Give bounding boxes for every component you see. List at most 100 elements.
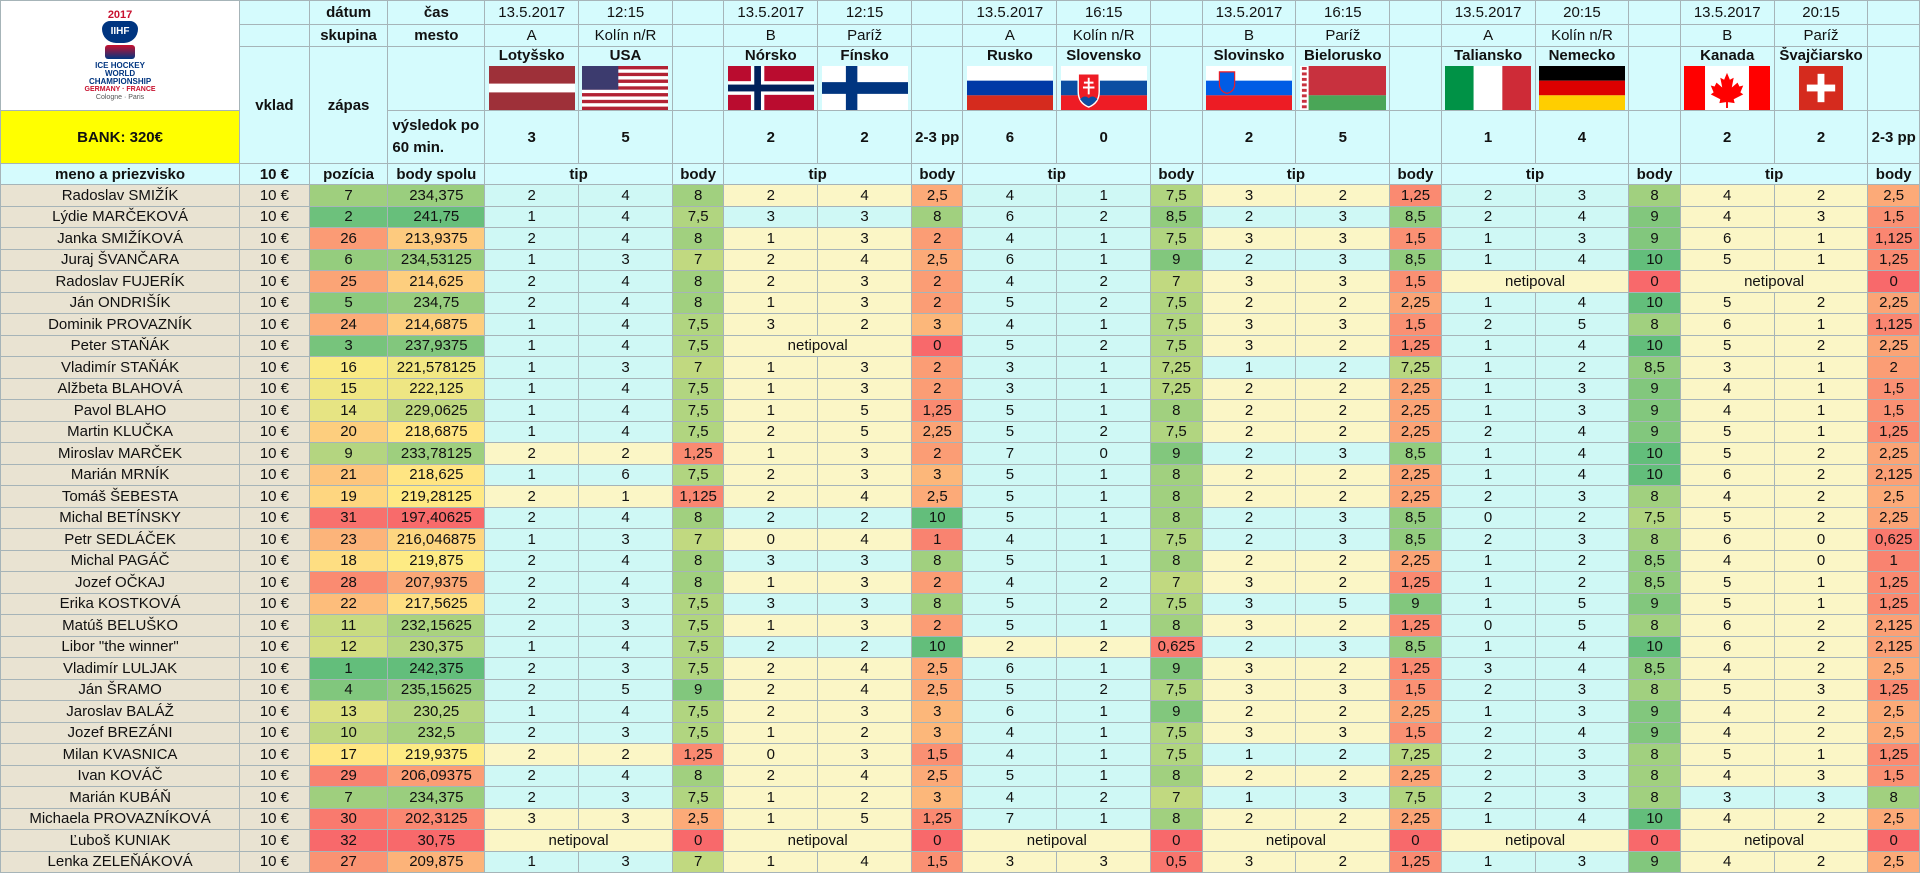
tip-team2[interactable]: 2 xyxy=(1773,614,1869,637)
match-city[interactable]: Kolín n/R xyxy=(1534,24,1630,47)
tip-team1[interactable]: 4 xyxy=(1679,807,1775,830)
tip-points[interactable]: 8,5 xyxy=(1389,442,1442,465)
tip-points[interactable]: 2,5 xyxy=(1867,657,1920,680)
tip-team1[interactable]: 5 xyxy=(1679,420,1775,443)
tip-team2[interactable]: 1 xyxy=(1773,592,1869,615)
player-total[interactable]: 209,875 xyxy=(387,850,486,873)
tip-team1[interactable]: 3 xyxy=(1201,850,1297,873)
tip-points[interactable]: 7,5 xyxy=(1389,786,1442,809)
tip-team1[interactable]: 2 xyxy=(723,700,819,723)
tip-team1[interactable]: 1 xyxy=(484,528,580,551)
tip-team2[interactable]: 3 xyxy=(1534,764,1630,787)
vklad-amount-label[interactable]: 10 € xyxy=(239,163,310,185)
tip-team2[interactable]: 3 xyxy=(817,270,913,293)
tip-team2[interactable]: 3 xyxy=(1295,678,1391,701)
tip-team2[interactable]: 3 xyxy=(1295,270,1391,293)
tip-team2[interactable]: 2 xyxy=(1773,184,1869,207)
tip-team2[interactable]: 5 xyxy=(1534,313,1630,336)
tip-team1[interactable]: 6 xyxy=(962,657,1058,680)
tip-team2[interactable]: 3 xyxy=(1534,850,1630,873)
tip-team1[interactable]: 5 xyxy=(962,592,1058,615)
blank-cell[interactable] xyxy=(387,46,486,111)
player-name[interactable]: Lenka ZELEŇÁKOVÁ xyxy=(0,850,241,873)
tip-team2[interactable]: 3 xyxy=(1534,743,1630,766)
tip-team2[interactable]: 1 xyxy=(1773,377,1869,400)
tip-team2[interactable]: 4 xyxy=(578,377,673,400)
tip-team1[interactable]: 2 xyxy=(1201,420,1297,443)
match-city[interactable]: Paríž xyxy=(1773,24,1869,47)
team2-cell[interactable]: Nemecko xyxy=(1534,46,1630,111)
tip-points[interactable]: 7,5 xyxy=(1150,334,1203,357)
tip-points[interactable]: 10 xyxy=(1628,248,1681,271)
tip-team2[interactable]: 2 xyxy=(1773,807,1869,830)
player-name[interactable]: Pavol BLAHO xyxy=(0,399,241,422)
body-label[interactable]: body xyxy=(1150,163,1203,185)
tip-points[interactable]: 8 xyxy=(1628,184,1681,207)
player-name[interactable]: Juraj ŠVANČARA xyxy=(0,248,241,271)
tip-points[interactable]: 8 xyxy=(671,184,725,207)
tip-team1[interactable]: 2 xyxy=(484,786,580,809)
score-team1[interactable]: 2 xyxy=(1679,110,1775,164)
score-team1[interactable]: 3 xyxy=(484,110,580,164)
player-vklad[interactable]: 10 € xyxy=(239,786,310,809)
tip-team1[interactable]: 2 xyxy=(1201,485,1297,508)
tip-team1[interactable]: 2 xyxy=(484,743,580,766)
tip-team1[interactable]: 2 xyxy=(1201,291,1297,314)
tip-points[interactable]: 2,125 xyxy=(1867,614,1920,637)
tip-missing[interactable]: netipoval xyxy=(1679,829,1869,852)
player-vklad[interactable]: 10 € xyxy=(239,227,310,250)
tip-points[interactable]: 2,5 xyxy=(1867,807,1920,830)
tip-team2[interactable]: 4 xyxy=(1534,248,1630,271)
match-date[interactable]: 13.5.2017 xyxy=(1679,0,1775,25)
tip-points[interactable]: 9 xyxy=(1628,420,1681,443)
tip-team1[interactable]: 6 xyxy=(962,205,1058,228)
tip-team1[interactable]: 2 xyxy=(1201,528,1297,551)
tip-team2[interactable]: 3 xyxy=(817,549,913,572)
tip-team2[interactable]: 2 xyxy=(817,635,913,658)
player-vklad[interactable]: 10 € xyxy=(239,485,310,508)
tip-missing[interactable]: netipoval xyxy=(1440,829,1630,852)
player-vklad[interactable]: 10 € xyxy=(239,377,310,400)
tip-points[interactable]: 7,5 xyxy=(1150,291,1203,314)
tip-team1[interactable]: 1 xyxy=(484,420,580,443)
tip-team2[interactable]: 2 xyxy=(1295,485,1391,508)
tip-points[interactable]: 3 xyxy=(911,313,964,336)
tip-team2[interactable]: 3 xyxy=(817,291,913,314)
tip-team2[interactable]: 2 xyxy=(1773,442,1869,465)
tip-points[interactable]: 9 xyxy=(1628,850,1681,873)
tip-points[interactable]: 8 xyxy=(1628,786,1681,809)
tip-team2[interactable]: 2 xyxy=(1534,549,1630,572)
tip-points[interactable]: 2,25 xyxy=(1389,420,1442,443)
tip-points[interactable]: 2,25 xyxy=(1389,764,1442,787)
tip-team1[interactable]: 5 xyxy=(1679,248,1775,271)
tip-team2[interactable]: 5 xyxy=(1295,592,1391,615)
team2-cell[interactable]: USA xyxy=(578,46,673,111)
tip-team1[interactable]: 3 xyxy=(1201,571,1297,594)
body-label[interactable]: body xyxy=(1389,163,1442,185)
tip-team1[interactable]: 4 xyxy=(962,786,1058,809)
tip-points[interactable]: 2,5 xyxy=(911,657,964,680)
tip-team2[interactable]: 2 xyxy=(1295,291,1391,314)
tip-points[interactable]: 10 xyxy=(1628,635,1681,658)
tip-team2[interactable]: 3 xyxy=(1295,506,1391,529)
vklad-label[interactable]: vklad xyxy=(239,46,310,164)
tip-team1[interactable]: 1 xyxy=(484,399,580,422)
tip-points[interactable]: 1,25 xyxy=(1867,571,1920,594)
tip-team2[interactable]: 1 xyxy=(1056,807,1152,830)
tip-points[interactable]: 3 xyxy=(911,786,964,809)
tip-team2[interactable]: 1 xyxy=(1056,721,1152,744)
tip-team1[interactable]: 2 xyxy=(962,635,1058,658)
tip-team1[interactable]: 3 xyxy=(723,592,819,615)
tip-points[interactable]: 1 xyxy=(911,528,964,551)
tip-team1[interactable]: 1 xyxy=(1440,700,1536,723)
tip-team1[interactable]: 4 xyxy=(1679,850,1775,873)
tip-team1[interactable]: 2 xyxy=(1201,635,1297,658)
tip-team2[interactable]: 4 xyxy=(817,248,913,271)
tip-team2[interactable]: 3 xyxy=(578,592,673,615)
tip-team2[interactable]: 2 xyxy=(817,506,913,529)
tip-team1[interactable]: 6 xyxy=(962,248,1058,271)
blank-cell[interactable] xyxy=(911,24,964,47)
player-position[interactable]: 30 xyxy=(308,807,389,830)
tip-missing[interactable]: netipoval xyxy=(723,829,913,852)
tip-team1[interactable]: 6 xyxy=(1679,227,1775,250)
